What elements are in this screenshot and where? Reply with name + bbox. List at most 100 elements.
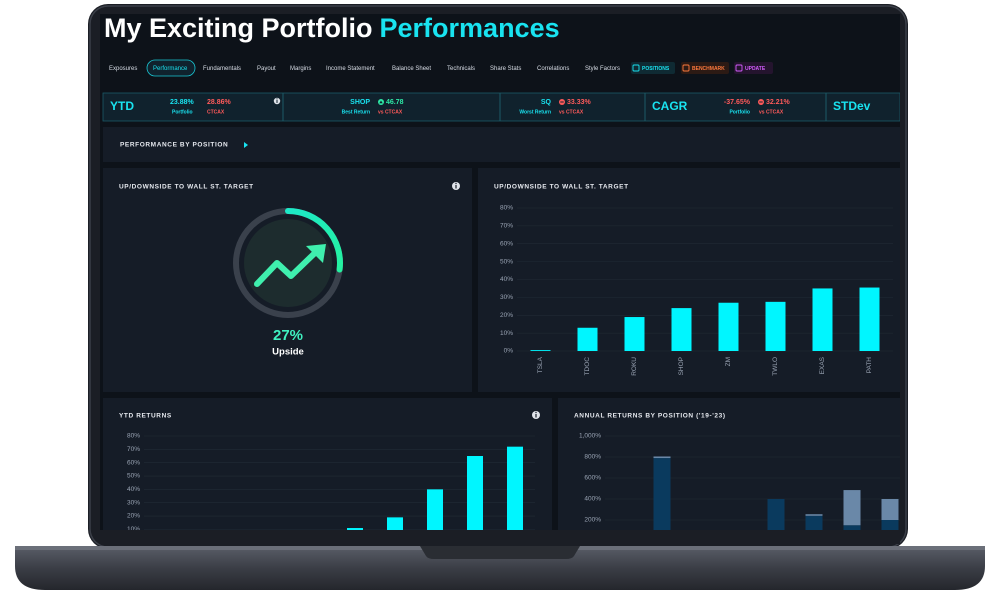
action-button[interactable] [734,62,773,74]
stat-label: SQ [541,99,552,106]
bar [718,302,739,351]
title-main: My Exciting Portfolio [104,13,373,43]
x-tick-label: SHOP [678,357,685,375]
dashboard: My Exciting Portfolio Performances Exposu… [102,13,900,533]
trend-icon [254,247,321,287]
y-tick-label: 400% [584,496,601,503]
y-tick-label: 80% [500,205,513,212]
nav-bar: Exposures Performance Fundamentals Payout Ma… [109,59,773,77]
active-tab[interactable] [146,59,196,77]
stat-caption: Portfolio [729,109,750,115]
info-icon[interactable] [532,411,540,419]
y-tick-label: 10% [500,330,513,337]
tab[interactable]: Style Factors [585,66,620,72]
y-tick-label: 10% [127,526,140,533]
panel [478,168,900,392]
action-button[interactable] [681,62,729,74]
y-tick-label: 30% [500,294,513,301]
y-tick-label: 30% [127,499,140,506]
x-tick-label: TWLO [772,357,779,376]
bar-segment [653,456,671,459]
bar [530,350,551,351]
info-icon[interactable] [452,182,460,190]
x-tick-label: ROKU [631,357,638,376]
bar [765,301,786,351]
chart-title: ANNUAL RETURNS BY POSITION ('19-'23) [574,413,726,420]
x-tick-label: ZM [725,357,732,366]
y-tick-label: 1,000% [579,433,601,440]
bar-segment [653,458,671,530]
bar [859,287,880,351]
x-tick-label: TSLA [537,356,544,373]
bar [671,308,692,351]
section-panel[interactable] [103,127,900,162]
stat-value: 33.33% [567,99,592,106]
bar-segment [881,499,899,520]
stat-caption: vs CTCAX [759,109,784,115]
bar-segment [805,515,823,530]
button-label[interactable]: POSITIONS [642,66,670,72]
trend-icon-head [306,244,326,263]
y-tick-label: 60% [500,240,513,247]
opening-notch [420,546,580,559]
y-tick-label: 50% [500,258,513,265]
tab[interactable]: Margins [290,66,311,72]
bar-segment [767,499,785,530]
laptop-base [15,546,985,590]
tab[interactable]: Fundamentals [203,66,241,72]
gauge-value: 27% [273,327,303,344]
expand-arrow[interactable] [244,142,248,148]
stat-caption: CTCAX [207,109,225,115]
stat-caption: vs CTCAX [378,109,403,115]
gauge-caption: Upside [272,347,304,358]
chart-title: UP/DOWNSIDE TO WALL ST. TARGET [494,184,629,191]
bar-segment [843,525,861,530]
tab[interactable]: Balance Sheet [392,66,431,72]
stat-value: 32.21% [766,99,791,106]
tab[interactable]: Exposures [109,66,137,72]
button-label[interactable]: BENCHMARK [692,66,725,72]
bar [467,456,483,530]
tab[interactable]: Income Statement [326,66,375,72]
bar-segment [805,514,823,516]
y-tick-label: 80% [127,433,140,440]
y-tick-label: 20% [127,513,140,520]
bezel-chin [100,530,900,544]
y-tick-label: 70% [500,223,513,230]
stat-label: SHOP [350,99,370,106]
up-icon [378,99,384,105]
charts: UP/DOWNSIDE TO WALL ST. TARGET 0% 10% 20% 30… [119,184,900,533]
tab[interactable]: Correlations [537,66,569,72]
stat-value: 23.88% [170,99,195,106]
button-icon [735,64,743,72]
button-icon [682,64,690,72]
bar [624,317,645,351]
stat-value: -37.65% [724,99,751,106]
stat-label: CAGR [652,99,688,113]
x-tick-label: PATH [866,357,873,374]
x-tick-label: TDOC [584,357,591,376]
title-accent: Performances [380,13,560,43]
y-tick-label: 40% [127,486,140,493]
tab[interactable]: Technicals [447,66,475,72]
info-icon[interactable] [273,97,281,105]
tab[interactable]: Payout [257,66,276,72]
y-tick-label: 200% [584,517,601,524]
chart-title: YTD RETURNS [119,413,172,420]
y-tick-label: 50% [127,473,140,480]
button-label[interactable]: UPDATE [745,66,766,72]
y-tick-label: 0% [504,348,514,355]
bar [427,489,443,530]
stat-value: 28.86% [207,99,232,106]
panel [558,398,900,530]
action-button[interactable] [631,62,675,74]
tab[interactable]: Performance [153,66,188,72]
stat-label: YTD [110,99,134,113]
bar [812,288,833,351]
stat-value: 46.78 [386,99,404,106]
stat-caption: Portfolio [172,109,193,115]
tab[interactable]: Share Stats [490,66,521,72]
y-tick-label: 20% [500,312,513,319]
down-icon [758,99,764,105]
